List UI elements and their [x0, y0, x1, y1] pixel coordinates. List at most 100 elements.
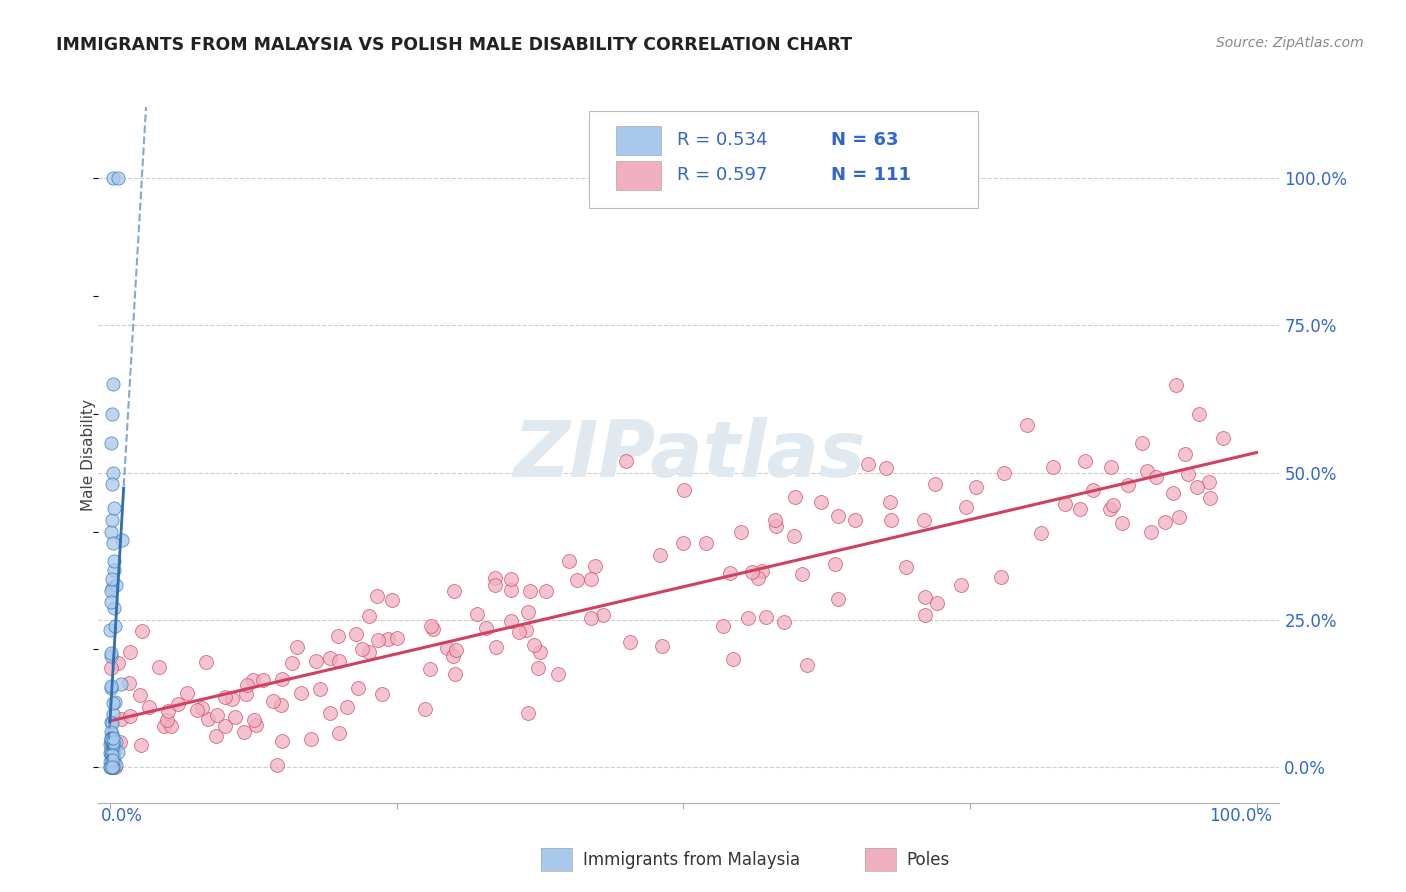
Point: [104, 696, 127, 710]
Point: [526, 661, 548, 675]
Point: [755, 610, 778, 624]
Point: [508, 625, 530, 640]
Point: [949, 578, 972, 592]
Point: [319, 706, 342, 720]
Point: [262, 694, 284, 708]
Point: [100, 595, 122, 609]
Point: [235, 686, 257, 700]
Point: [517, 605, 540, 619]
Point: [100, 747, 122, 761]
Point: [990, 570, 1012, 584]
Point: [485, 640, 508, 655]
Point: [270, 672, 292, 686]
Point: [1136, 464, 1159, 478]
Point: [827, 592, 849, 607]
Point: [1073, 454, 1095, 468]
Point: [1116, 478, 1139, 492]
Point: [100, 681, 122, 695]
Point: [111, 533, 134, 548]
Point: [785, 490, 807, 504]
Point: [101, 731, 124, 746]
Text: N = 111: N = 111: [831, 166, 911, 185]
Point: [128, 688, 150, 702]
Point: [309, 682, 332, 697]
Point: [100, 524, 122, 539]
Point: [100, 760, 122, 774]
Point: [101, 735, 124, 749]
Point: [894, 560, 917, 574]
Point: [101, 760, 124, 774]
Point: [98, 737, 121, 751]
Point: [1174, 447, 1197, 461]
Point: [103, 377, 125, 392]
Point: [385, 631, 408, 645]
Point: [101, 760, 124, 774]
Point: [103, 738, 125, 752]
Point: [214, 690, 236, 704]
Point: [443, 583, 465, 598]
Point: [650, 548, 672, 562]
Point: [783, 529, 806, 543]
Point: [101, 737, 124, 751]
Point: [104, 578, 127, 592]
Point: [252, 673, 274, 687]
Point: [100, 760, 122, 774]
Point: [100, 679, 122, 693]
Point: [103, 500, 125, 515]
Point: [912, 513, 935, 527]
Point: [110, 676, 132, 690]
Point: [101, 742, 124, 756]
Point: [100, 731, 122, 746]
Point: [103, 754, 125, 768]
Point: [101, 477, 124, 491]
Point: [98, 746, 121, 760]
Point: [101, 407, 124, 421]
Point: [444, 666, 467, 681]
Point: [104, 760, 127, 774]
Point: [100, 648, 122, 663]
Point: [1144, 469, 1167, 483]
Point: [1177, 467, 1199, 481]
Point: [100, 623, 122, 637]
Point: [765, 519, 787, 533]
Point: [672, 536, 695, 550]
Point: [420, 619, 443, 633]
Point: [100, 737, 122, 751]
Point: [583, 559, 606, 574]
Point: [1081, 483, 1104, 497]
Point: [914, 607, 936, 622]
Point: [1102, 498, 1125, 512]
Point: [1168, 509, 1191, 524]
Point: [270, 698, 292, 712]
Text: IMMIGRANTS FROM MALAYSIA VS POLISH MALE DISABILITY CORRELATION CHART: IMMIGRANTS FROM MALAYSIA VS POLISH MALE …: [56, 36, 852, 54]
Point: [790, 566, 813, 581]
Point: [879, 495, 901, 509]
Point: [824, 557, 846, 571]
Point: [1042, 459, 1064, 474]
Point: [266, 758, 288, 772]
Point: [737, 611, 759, 625]
Point: [773, 615, 796, 629]
Point: [103, 170, 125, 185]
Text: Poles: Poles: [907, 851, 950, 869]
Point: [763, 513, 786, 527]
Point: [98, 760, 121, 774]
Point: [299, 731, 322, 746]
Point: [810, 495, 832, 509]
Point: [100, 731, 122, 746]
Point: [673, 483, 696, 498]
Point: [204, 729, 226, 743]
Point: [730, 524, 752, 539]
Point: [1111, 516, 1133, 530]
Point: [100, 747, 122, 761]
Point: [101, 572, 124, 586]
Point: [190, 701, 212, 715]
Point: [271, 734, 294, 748]
Point: [100, 760, 122, 774]
Point: [579, 611, 602, 625]
Point: [1130, 436, 1153, 450]
Point: [422, 622, 444, 636]
Point: [100, 742, 122, 756]
Point: [101, 760, 124, 774]
Point: [100, 646, 122, 660]
